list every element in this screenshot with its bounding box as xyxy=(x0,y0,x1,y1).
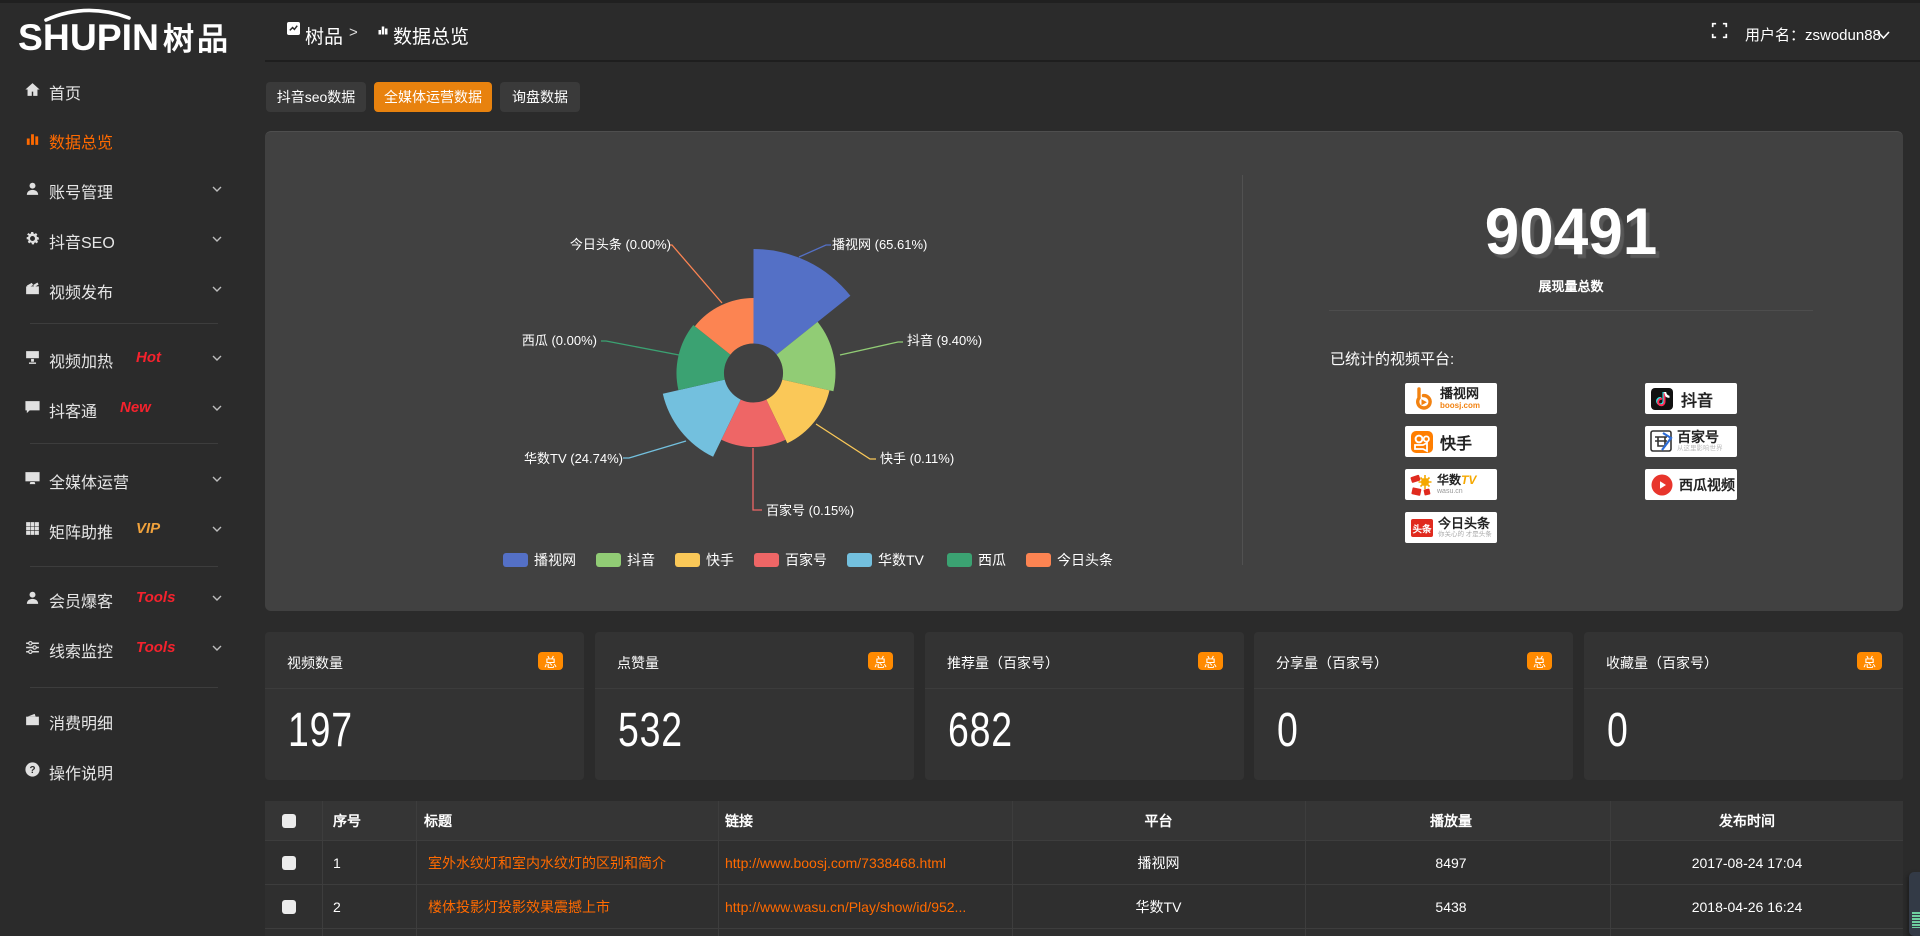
svg-text:今日头条: 今日头条 xyxy=(1057,552,1113,568)
svg-text:华数TV (24.74%): 华数TV (24.74%) xyxy=(524,451,623,466)
svg-text:快手 (0.11%): 快手 (0.11%) xyxy=(880,451,954,466)
svg-text:华数TV: 华数TV xyxy=(878,552,925,568)
svg-text:西瓜 (0.00%): 西瓜 (0.00%) xyxy=(522,333,597,348)
svg-text:头条: 头条 xyxy=(1412,523,1432,535)
svg-text:今日头条 (0.00%): 今日头条 (0.00%) xyxy=(570,237,671,252)
svg-text:百家号: 百家号 xyxy=(785,552,827,568)
svg-text:?: ? xyxy=(29,765,35,776)
svg-text:抖音 (9.40%): 抖音 (9.40%) xyxy=(907,333,982,348)
svg-text:树品: 树品 xyxy=(163,22,228,57)
svg-text:百家号 (0.15%): 百家号 (0.15%) xyxy=(766,503,854,518)
svg-text:快手: 快手 xyxy=(706,552,734,568)
svg-text:SHUPIN: SHUPIN xyxy=(18,17,159,58)
svg-text:播视网 (65.61%): 播视网 (65.61%) xyxy=(832,237,927,252)
svg-text:西瓜: 西瓜 xyxy=(978,552,1006,568)
svg-text:抖音: 抖音 xyxy=(627,552,655,568)
svg-text:播视网: 播视网 xyxy=(534,552,576,568)
